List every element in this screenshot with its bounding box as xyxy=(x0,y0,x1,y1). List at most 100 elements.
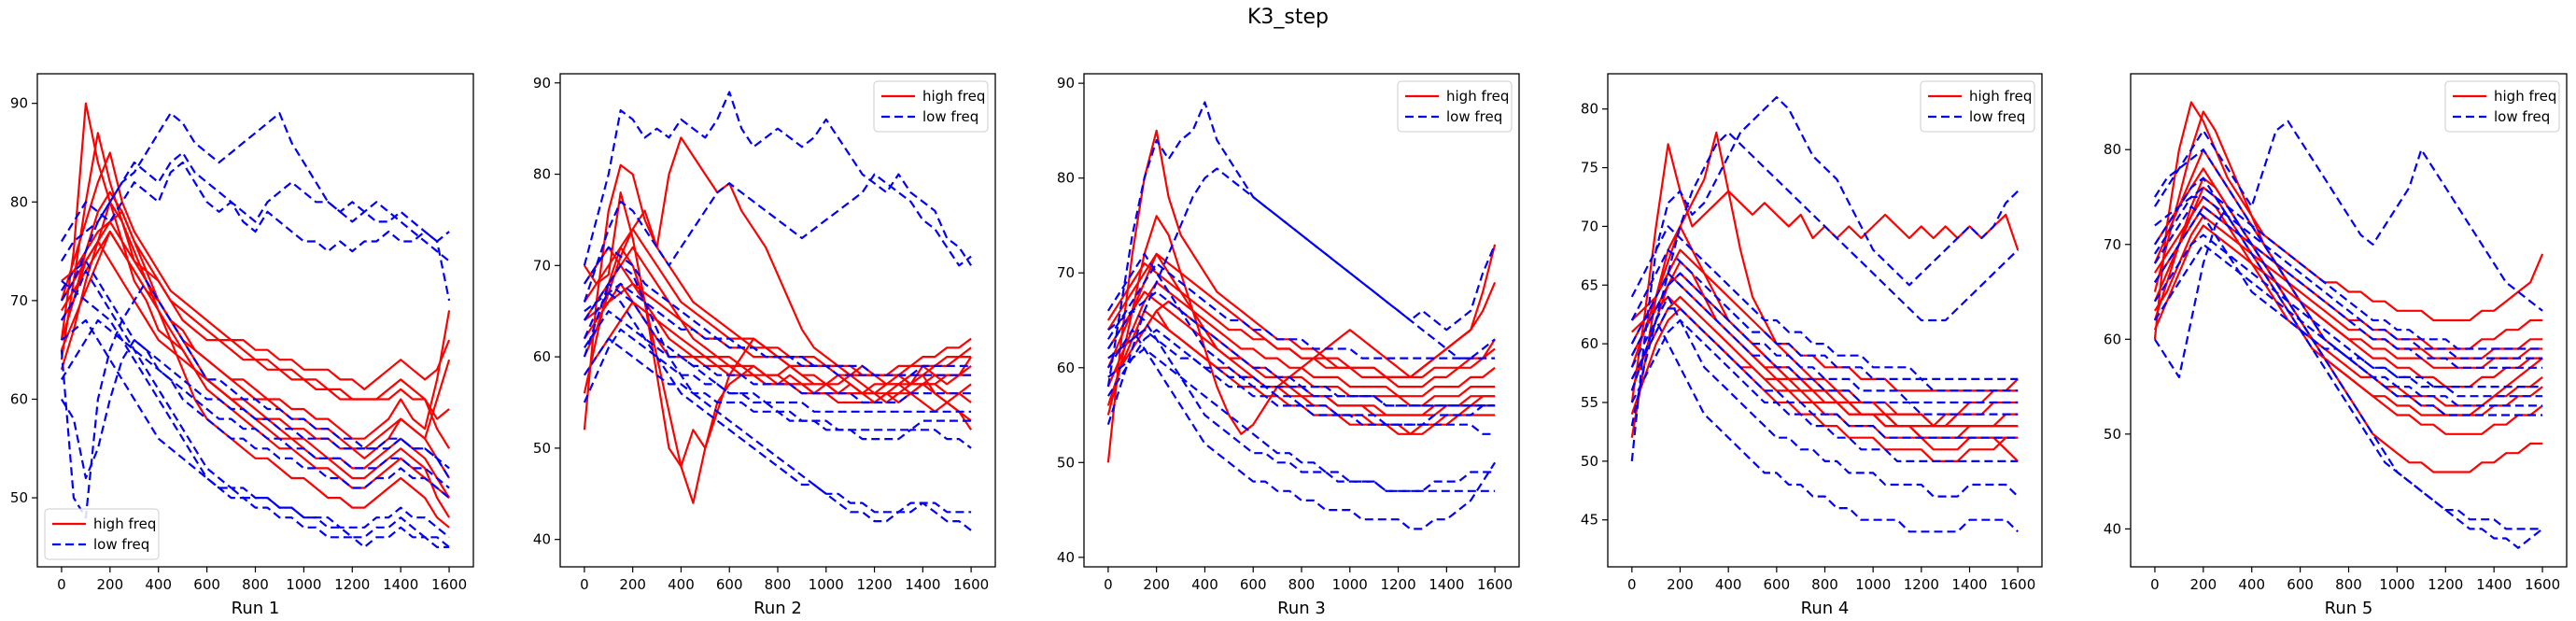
x-axis-label: Run 1 xyxy=(232,599,280,618)
x-tick-label: 400 xyxy=(668,576,695,593)
x-tick-label: 1600 xyxy=(431,576,467,593)
low-freq-line-13 xyxy=(2153,176,2543,530)
x-tick-label: 600 xyxy=(2287,576,2314,593)
low-freq-line-11 xyxy=(2153,120,2543,312)
legend-box xyxy=(1920,80,2035,133)
x-tick-label: 1600 xyxy=(1477,576,1513,593)
y-tick-label: 80 xyxy=(1581,101,1598,118)
high-freq-line-5 xyxy=(1106,281,1496,398)
x-axis-label: Run 5 xyxy=(2325,599,2373,618)
legend-label-high-freq: high freq xyxy=(1969,88,2032,105)
x-tick-label: 1200 xyxy=(334,576,370,593)
y-tick-label: 90 xyxy=(10,95,28,112)
x-tick-label: 800 xyxy=(765,576,792,593)
x-tick-label: 0 xyxy=(580,576,589,593)
x-tick-label: 0 xyxy=(57,576,66,593)
low-freq-line-11 xyxy=(60,161,450,253)
x-tick-label: 400 xyxy=(2238,576,2265,593)
low-freq-line-16 xyxy=(2154,186,2543,350)
high-freq-line-5 xyxy=(61,220,451,449)
legend-label-low-freq: low freq xyxy=(1969,108,2025,125)
x-tick-label: 600 xyxy=(1764,576,1791,593)
low-freq-line-17 xyxy=(1106,262,1496,360)
y-tick-label: 50 xyxy=(10,489,28,506)
y-tick-label: 80 xyxy=(10,193,28,210)
y-tick-label: 80 xyxy=(1057,170,1075,187)
y-tick-label: 60 xyxy=(10,390,28,407)
high-freq-line-10 xyxy=(1631,295,2019,428)
legend-label-low-freq: low freq xyxy=(93,536,149,553)
x-tick-label: 1400 xyxy=(2476,576,2512,593)
y-tick-label: 80 xyxy=(2104,141,2121,158)
x-tick-label: 0 xyxy=(1627,576,1637,593)
low-freq-line-20 xyxy=(2153,148,2543,416)
x-tick-label: 600 xyxy=(1240,576,1267,593)
plot-frame xyxy=(1607,73,2043,568)
high-freq-line-9 xyxy=(2153,186,2543,416)
y-tick-label: 50 xyxy=(2104,426,2121,443)
x-tick-label: 800 xyxy=(1288,576,1316,593)
low-freq-line-19 xyxy=(2153,243,2543,407)
high-freq-line-3 xyxy=(60,151,451,390)
legend: high freq low freq xyxy=(44,508,160,560)
x-tick-label: 1000 xyxy=(1855,576,1891,593)
x-tick-label: 400 xyxy=(1715,576,1742,593)
x-tick-label: 200 xyxy=(1143,576,1170,593)
legend-label-high-freq: high freq xyxy=(922,88,985,105)
series-group xyxy=(2153,101,2544,549)
x-tick-label: 400 xyxy=(145,576,172,593)
low-freq-line-11 xyxy=(1630,95,2019,462)
y-tick-label: 50 xyxy=(1581,453,1598,470)
y-tick-label: 40 xyxy=(1057,549,1075,566)
figure-title: K3_step xyxy=(1246,6,1329,29)
y-tick-label: 70 xyxy=(10,292,28,309)
x-axis-label: Run 4 xyxy=(1801,599,1850,618)
x-tick-label: 1200 xyxy=(2428,576,2463,593)
high-freq-line-8 xyxy=(583,228,972,376)
high-freq-line-9 xyxy=(60,201,450,529)
legend-box xyxy=(1397,80,1513,133)
x-tick-label: 1400 xyxy=(1951,576,1987,593)
low-freq-line-11 xyxy=(1106,101,1497,388)
legend: high freq low freq xyxy=(1920,80,2035,133)
x-tick-label: 600 xyxy=(193,576,220,593)
low-freq-line-13 xyxy=(1630,318,2019,533)
low-freq-line-16 xyxy=(583,337,972,431)
y-tick-label: 60 xyxy=(1057,360,1075,376)
high-freq-line-4 xyxy=(1106,262,1496,378)
x-tick-label: 1200 xyxy=(1904,576,1939,593)
y-tick-label: 75 xyxy=(1581,160,1598,176)
y-tick-label: 60 xyxy=(1581,335,1598,352)
high-freq-line-2 xyxy=(2153,110,2543,416)
x-tick-label: 1600 xyxy=(953,576,989,593)
y-tick-label: 60 xyxy=(533,348,551,365)
high-freq-line-6 xyxy=(2153,195,2543,407)
y-tick-label: 90 xyxy=(1057,75,1075,92)
low-freq-line-11 xyxy=(583,91,973,266)
legend: high freq low freq xyxy=(2444,80,2560,133)
legend-box xyxy=(2444,80,2560,133)
plot-frame xyxy=(559,73,996,568)
chart-panel-4: 0 200 400 600 800 1000 1200 1400 1600 45 50 55 60 65 7… xyxy=(1581,73,2043,618)
low-freq-line-19 xyxy=(1630,318,2019,462)
legend-box xyxy=(873,80,989,133)
low-freq-line-15 xyxy=(1630,272,2019,416)
high-freq-line-6 xyxy=(1106,290,1496,407)
low-freq-line-12 xyxy=(1630,131,2019,427)
x-tick-label: 1400 xyxy=(905,576,940,593)
low-freq-line-18 xyxy=(583,310,972,404)
low-freq-line-17 xyxy=(61,279,450,549)
x-tick-label: 200 xyxy=(619,576,646,593)
low-freq-line-19 xyxy=(584,282,972,376)
y-tick-label: 40 xyxy=(2104,520,2121,537)
low-freq-line-20 xyxy=(1107,290,1496,407)
low-freq-line-12 xyxy=(1106,167,1496,426)
y-tick-label: 70 xyxy=(2104,236,2121,253)
low-freq-line-17 xyxy=(1630,307,2019,439)
legend-label-low-freq: low freq xyxy=(1446,108,1502,125)
chart-panel-1: 0 200 400 600 800 1000 1200 1400 1600 50 60 70 80 90 R… xyxy=(10,73,474,618)
low-freq-line-12 xyxy=(60,151,451,302)
y-tick-label: 70 xyxy=(1581,218,1598,234)
high-freq-line-8 xyxy=(60,191,451,518)
